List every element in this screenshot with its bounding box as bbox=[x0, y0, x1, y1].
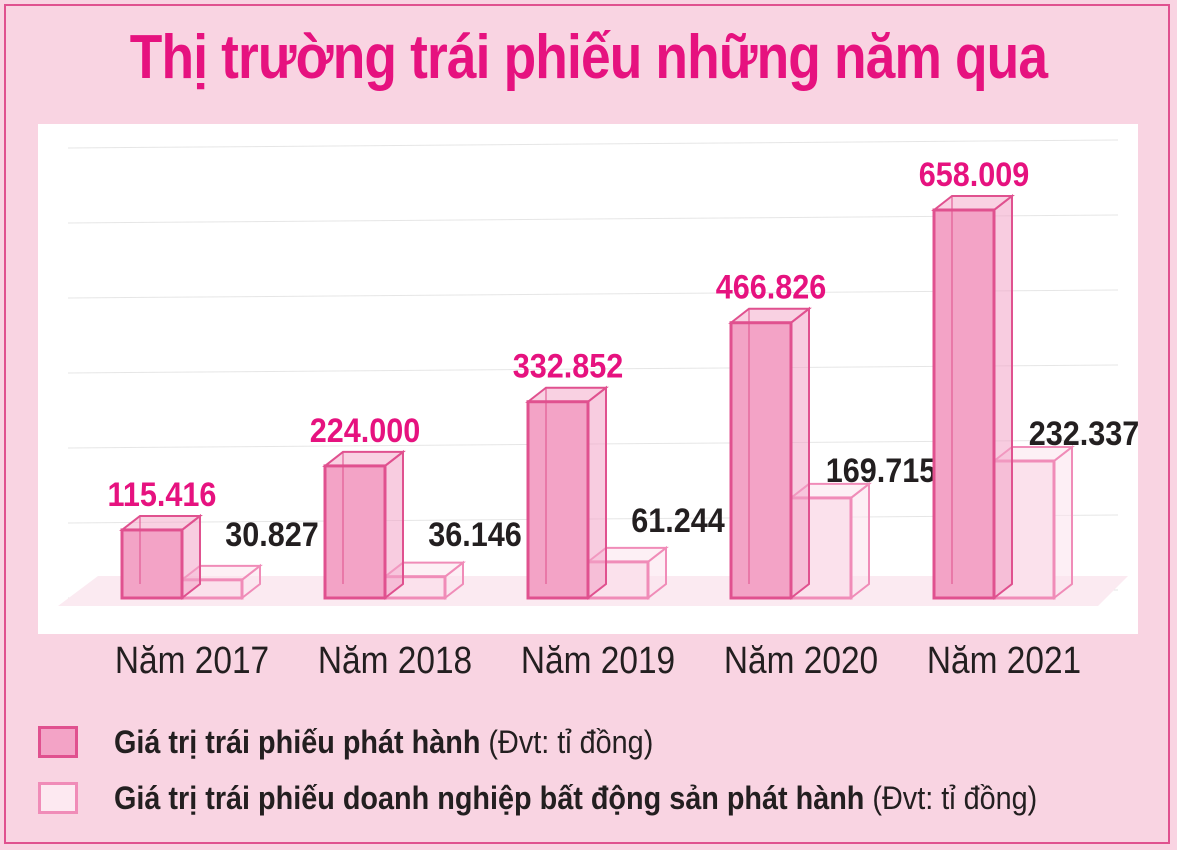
legend-unit-primary: (Đvt: tỉ đồng) bbox=[480, 723, 654, 760]
data-label-primary: 224.000 bbox=[310, 411, 421, 449]
data-label-secondary: 61.244 bbox=[631, 501, 725, 539]
legend-swatch-primary bbox=[38, 726, 78, 758]
data-label-secondary: 232.337 bbox=[1029, 415, 1140, 453]
x-tick-label: Năm 2020 bbox=[723, 640, 879, 682]
data-label-secondary: 30.827 bbox=[225, 516, 319, 554]
x-tick-label: Năm 2017 bbox=[114, 640, 270, 682]
data-label-primary: 466.826 bbox=[716, 268, 827, 306]
legend-label-secondary: Giá trị trái phiếu doanh nghiệp bất động… bbox=[114, 779, 865, 816]
bar-primary-side bbox=[993, 193, 1013, 601]
x-tick-label: Năm 2019 bbox=[520, 640, 676, 682]
x-tick-label: Năm 2018 bbox=[317, 640, 473, 682]
chart-frame bbox=[4, 4, 1170, 844]
legend-item-primary: Giá trị trái phiếu phát hành (Đvt: tỉ đồ… bbox=[38, 722, 713, 762]
chart-title: Thị trường trái phiếu những năm qua bbox=[129, 23, 1048, 92]
bar-primary bbox=[526, 400, 590, 600]
bar-secondary-side bbox=[850, 481, 870, 601]
x-tick-label: Năm 2021 bbox=[926, 640, 1082, 682]
bar-primary-side bbox=[790, 306, 810, 601]
legend-unit-secondary: (Đvt: tỉ đồng) bbox=[864, 779, 1038, 816]
bar-primary bbox=[729, 321, 793, 600]
gridline bbox=[67, 139, 1119, 149]
bar-primary-side bbox=[587, 385, 607, 601]
bar-primary-side bbox=[384, 449, 404, 601]
bar-primary bbox=[323, 464, 387, 600]
legend-label-primary: Giá trị trái phiếu phát hành bbox=[114, 723, 481, 760]
data-label-primary: 332.852 bbox=[513, 347, 624, 385]
data-label-secondary: 36.146 bbox=[428, 516, 522, 554]
data-label-primary: 115.416 bbox=[108, 475, 217, 513]
legend-item-secondary: Giá trị trái phiếu doanh nghiệp bất động… bbox=[38, 778, 1140, 818]
data-label-secondary: 169.715 bbox=[826, 451, 937, 489]
bar-primary bbox=[120, 528, 184, 600]
data-label-primary: 658.009 bbox=[919, 156, 1030, 194]
bar-secondary-side bbox=[1053, 444, 1073, 601]
legend-swatch-secondary bbox=[38, 782, 78, 814]
bar-primary bbox=[932, 208, 996, 600]
